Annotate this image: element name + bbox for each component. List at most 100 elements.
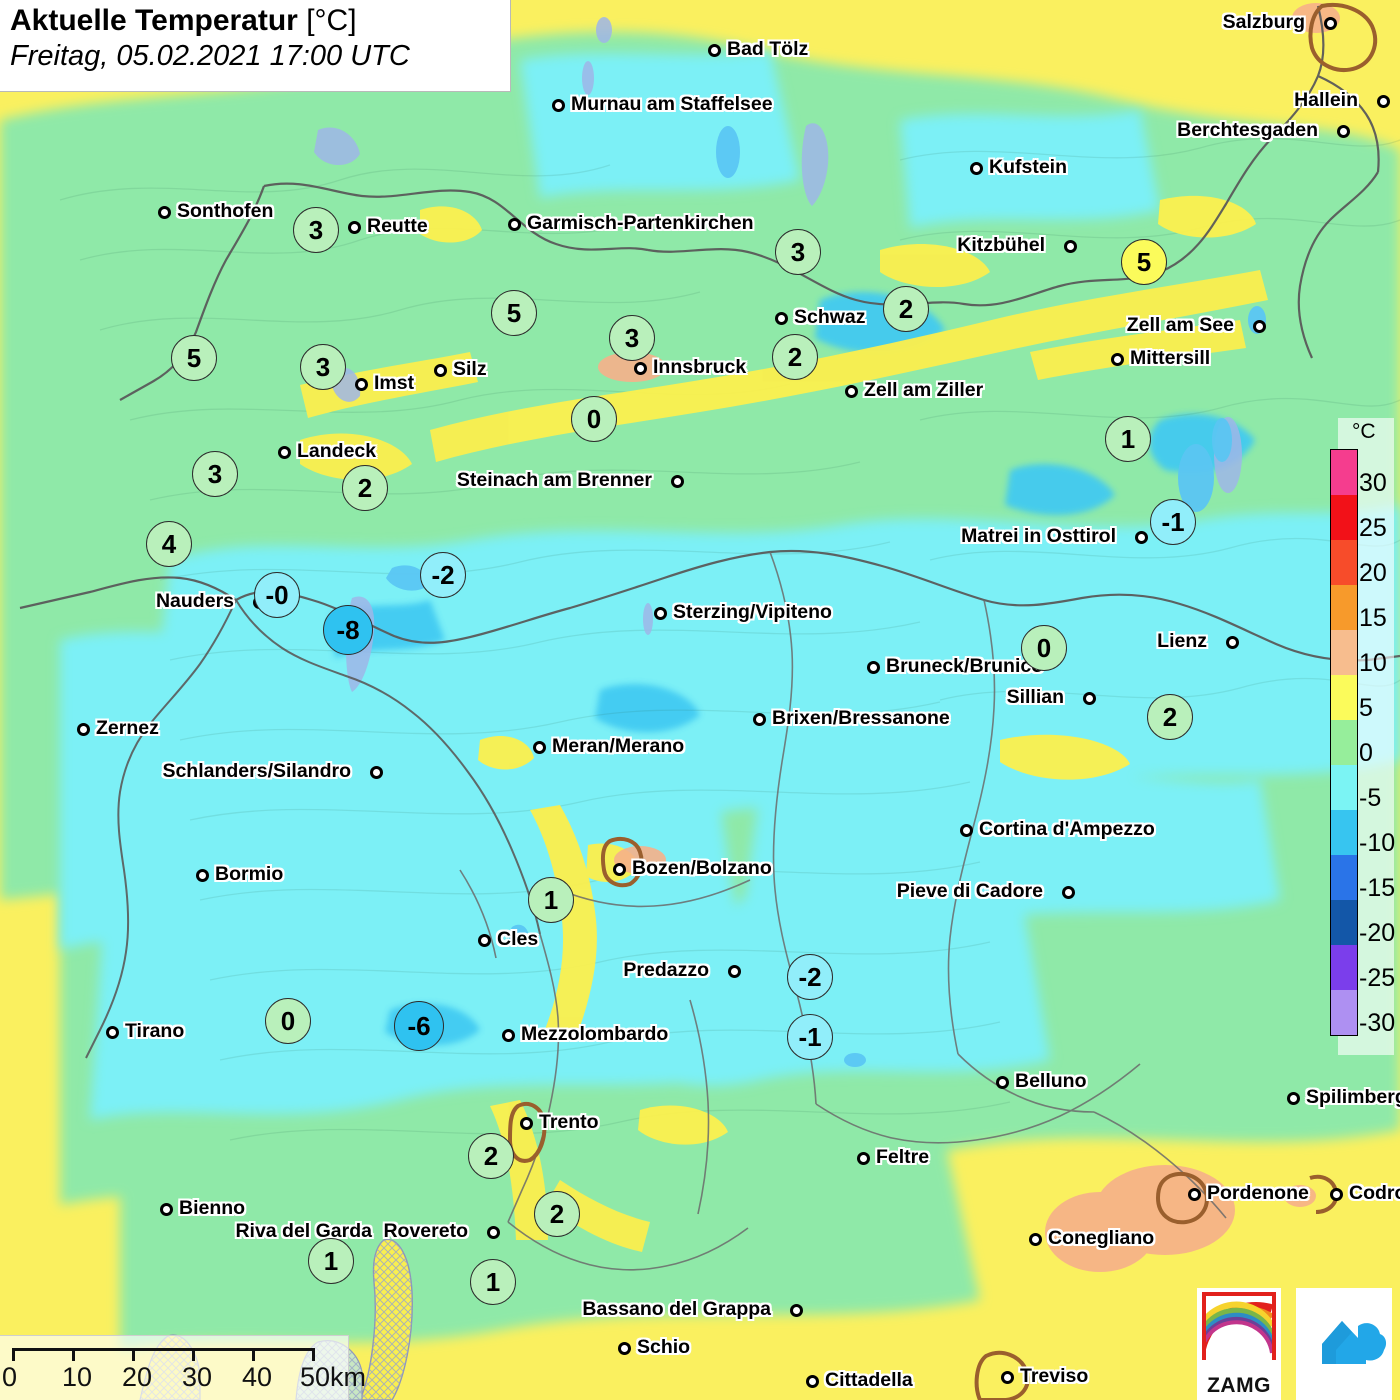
zamg-wordmark: ZAMG: [1207, 1374, 1271, 1397]
city-dot-icon: [1135, 531, 1148, 544]
city-label: Codroipo: [1349, 1182, 1400, 1204]
map-title: Aktuelle Temperatur [°C]: [10, 4, 500, 38]
city-label: Silz: [453, 358, 487, 380]
legend-band: [1331, 810, 1357, 855]
city-dot-icon: [160, 1203, 173, 1216]
city-dot-icon: [370, 766, 383, 779]
temperature-bubble: 0: [265, 998, 311, 1044]
temperature-bubble: 2: [468, 1133, 514, 1179]
city-label: Sillian: [1006, 686, 1064, 708]
city-label: Mezzolombardo: [521, 1023, 669, 1045]
map-datetime: Freitag, 05.02.2021 17:00 UTC: [10, 40, 410, 72]
city-dot-icon: [1001, 1371, 1014, 1384]
rainbow-icon: [1206, 1301, 1272, 1354]
legend-tick-label: 20: [1359, 558, 1387, 587]
city-dot-icon: [790, 1304, 803, 1317]
legend-tick-label: 30: [1359, 468, 1387, 497]
legend-tick-label: -5: [1359, 783, 1382, 812]
city-label: Conegliano: [1048, 1227, 1155, 1249]
city-dot-icon: [434, 364, 447, 377]
city-label: Steinach am Brenner: [456, 469, 652, 491]
city-label: Riva del Garda: [235, 1220, 372, 1242]
city-dot-icon: [1377, 95, 1390, 108]
scale-label: 10: [62, 1362, 93, 1392]
legend-tick-label: 5: [1359, 693, 1373, 722]
legend-band: [1331, 585, 1357, 630]
city-dot-icon: [806, 1375, 819, 1388]
city-label: Mittersill: [1130, 347, 1211, 369]
city-dot-icon: [1064, 240, 1077, 253]
scale-tick: [252, 1348, 255, 1361]
city-dot-icon: [708, 44, 721, 57]
temperature-bubble: 2: [1147, 694, 1193, 740]
temperature-bubble: -0: [254, 572, 300, 618]
city-dot-icon: [196, 869, 209, 882]
city-dot-icon: [355, 378, 368, 391]
city-label: Matrei in Osttirol: [961, 525, 1116, 547]
city-dot-icon: [502, 1029, 515, 1042]
legend-unit-label: °C: [1352, 420, 1376, 443]
legend-band: [1331, 945, 1357, 990]
legend-band: [1331, 855, 1357, 900]
title-main: Aktuelle Temperatur: [10, 4, 298, 37]
temperature-bubble: 1: [528, 877, 574, 923]
temperature-bubble: 2: [772, 334, 818, 380]
city-label: Landeck: [297, 440, 377, 462]
city-dot-icon: [1253, 320, 1266, 333]
legend-tick-label: 25: [1359, 513, 1387, 542]
city-dot-icon: [618, 1342, 631, 1355]
legend-tick-label: 0: [1359, 738, 1373, 767]
scale-label: 20: [122, 1362, 153, 1392]
city-dot-icon: [106, 1026, 119, 1039]
scale-label: 0: [2, 1362, 18, 1392]
temperature-bubble: 1: [308, 1238, 354, 1284]
city-label: Schio: [637, 1336, 691, 1358]
city-dot-icon: [970, 162, 983, 175]
city-dot-icon: [867, 661, 880, 674]
city-label: Hallein: [1294, 89, 1358, 111]
legend-band: [1331, 630, 1357, 675]
city-label: Kufstein: [989, 156, 1067, 178]
city-label: Belluno: [1015, 1070, 1087, 1092]
scale-tick: [192, 1348, 195, 1361]
mountain-cloud-icon: [1322, 1321, 1387, 1364]
city-label: Schlanders/Silandro: [162, 760, 351, 782]
city-label: Bad Tölz: [727, 38, 809, 60]
scale-bar: 0 10 20 30 40 50km: [0, 1335, 366, 1400]
city-dot-icon: [1226, 636, 1239, 649]
legend-tick-label: -30: [1359, 1008, 1396, 1037]
city-dot-icon: [1083, 692, 1096, 705]
temperature-bubble: 2: [342, 465, 388, 511]
city-dot-icon: [1330, 1188, 1343, 1201]
city-dot-icon: [1188, 1188, 1201, 1201]
temperature-bubble: 3: [300, 344, 346, 390]
city-label: Bienno: [179, 1197, 246, 1219]
city-dot-icon: [996, 1076, 1009, 1089]
city-dot-icon: [487, 1226, 500, 1239]
city-label: Nauders: [155, 590, 234, 612]
temperature-bubble: 5: [171, 335, 217, 381]
scale-tick: [312, 1348, 315, 1361]
city-dot-icon: [775, 312, 788, 325]
city-dot-icon: [77, 723, 90, 736]
city-dot-icon: [1324, 17, 1337, 30]
temperature-bubble: 0: [1021, 625, 1067, 671]
legend-band: [1331, 900, 1357, 945]
city-label: Sonthofen: [177, 200, 274, 222]
title-unit: [°C]: [306, 4, 357, 37]
city-label: Zell am Ziller: [864, 379, 984, 401]
title-box: Aktuelle Temperatur [°C] Freitag, 05.02.…: [0, 0, 511, 92]
temperature-bubble: 1: [1105, 416, 1151, 462]
city-dot-icon: [1029, 1233, 1042, 1246]
temperature-bubble: 3: [609, 315, 655, 361]
city-label: Kitzbühel: [957, 234, 1045, 256]
city-dot-icon: [348, 221, 361, 234]
city-dot-icon: [671, 475, 684, 488]
city-label: Predazzo: [623, 959, 709, 981]
legend-tick-label: -10: [1359, 828, 1396, 857]
city-dot-icon: [857, 1152, 870, 1165]
city-dot-icon: [478, 934, 491, 947]
city-dot-icon: [613, 863, 626, 876]
scale-tick: [72, 1348, 75, 1361]
